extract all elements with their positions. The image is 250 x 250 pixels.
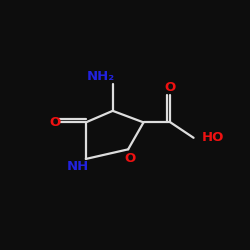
Text: NH₂: NH₂ [87,70,115,83]
Text: O: O [165,81,176,94]
Text: O: O [124,152,136,166]
Text: NH: NH [67,160,89,173]
Text: O: O [49,116,60,129]
Text: HO: HO [201,131,224,144]
